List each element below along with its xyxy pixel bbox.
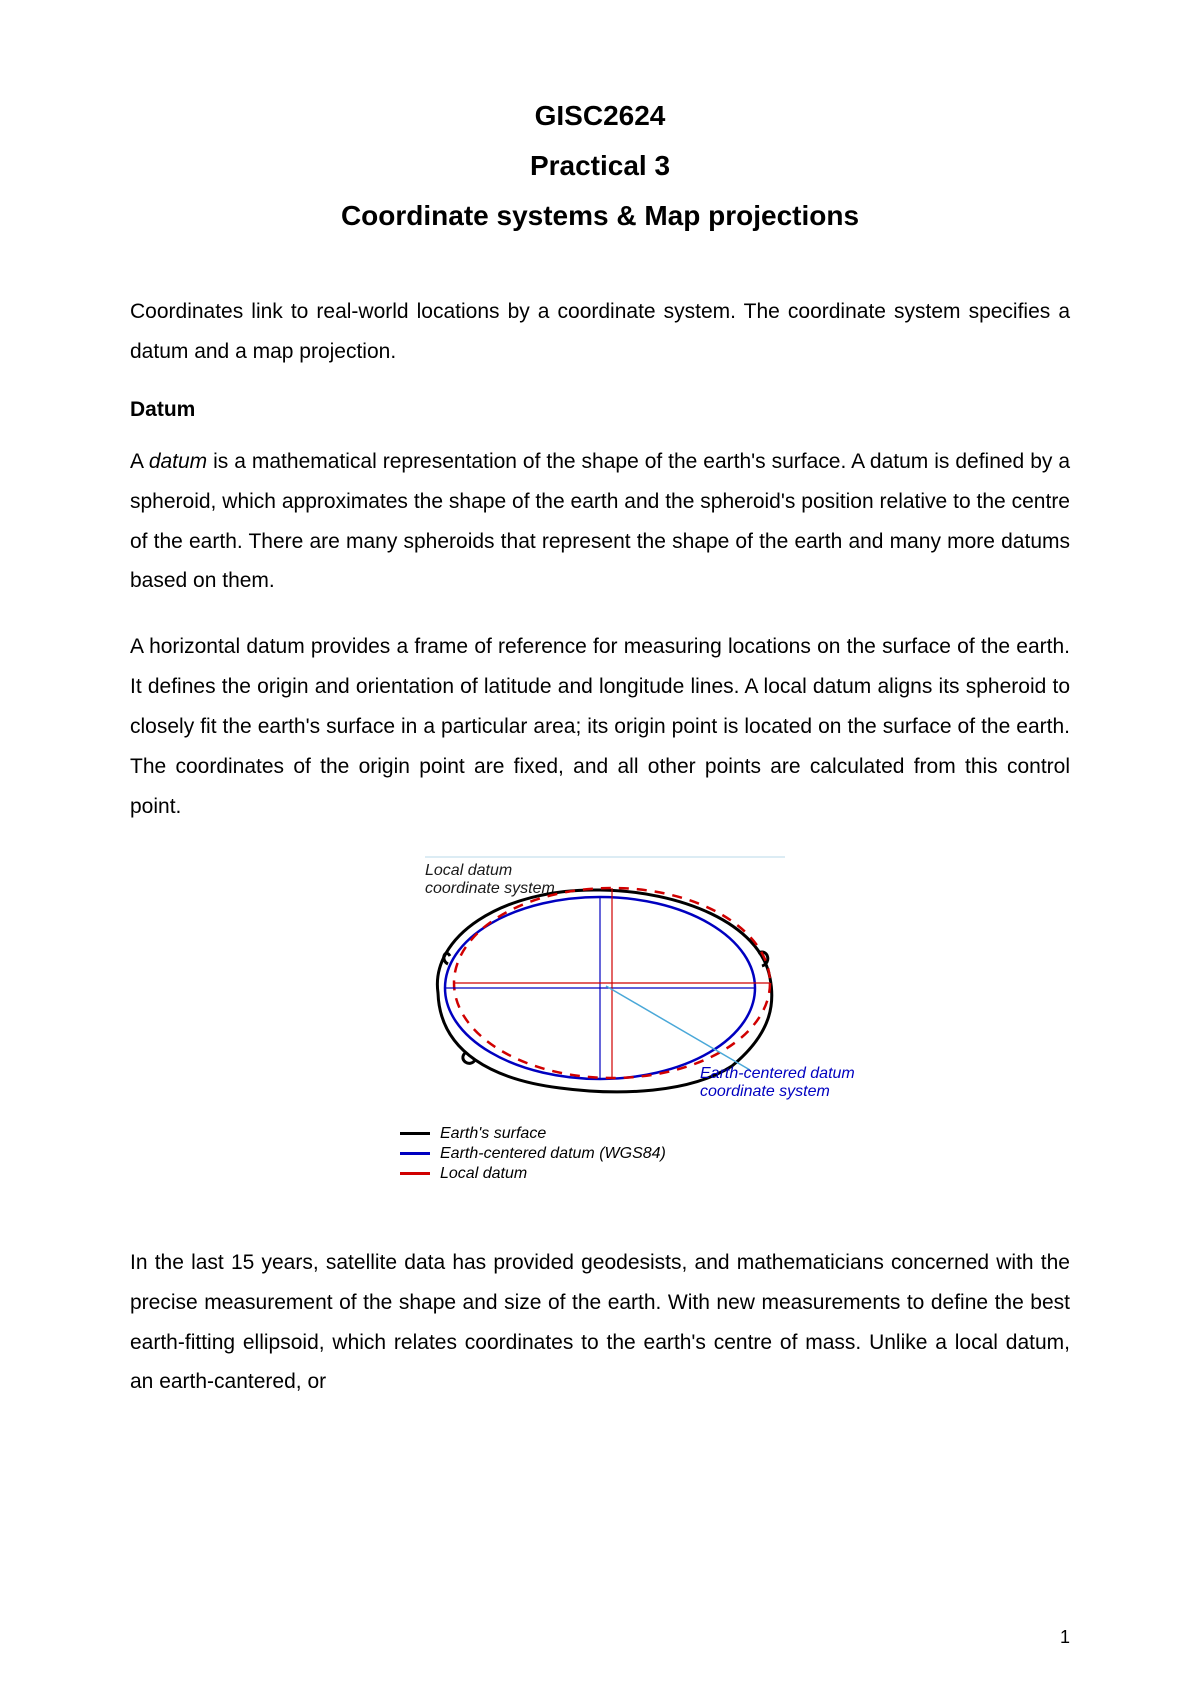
practical-number: Practical 3: [130, 150, 1070, 182]
earth-centered-label-l2: coordinate system: [700, 1083, 830, 1100]
legend-row-local: Local datum: [400, 1165, 880, 1183]
p1-lead: A: [130, 450, 149, 473]
pointer-line: [606, 986, 750, 1070]
legend-swatch-earth-centered: [400, 1152, 430, 1155]
legend-row-surface: Earth's surface: [400, 1125, 880, 1143]
legend-label-surface: Earth's surface: [440, 1125, 546, 1143]
legend-label-earth-centered: Earth-centered datum (WGS84): [440, 1145, 666, 1163]
earth-surface-shape: [437, 890, 771, 1092]
legend-row-earth-centered: Earth-centered datum (WGS84): [400, 1145, 880, 1163]
course-code: GISC2624: [130, 100, 1070, 132]
section-heading-datum: Datum: [130, 398, 1070, 422]
earth-centered-label-l1: Earth-centered datum: [700, 1065, 855, 1082]
legend-label-local: Local datum: [440, 1165, 527, 1183]
p1-italic: datum: [149, 450, 207, 473]
datum-diagram-svg: Local datum coordinate system: [320, 853, 880, 1118]
p1-rest: is a mathematical representation of the …: [130, 450, 1070, 593]
closing-paragraph: In the last 15 years, satellite data has…: [130, 1243, 1070, 1403]
page-number: 1: [1060, 1627, 1070, 1648]
document-header: GISC2624 Practical 3 Coordinate systems …: [130, 100, 1070, 232]
intro-paragraph: Coordinates link to real-world locations…: [130, 292, 1070, 372]
legend-swatch-surface: [400, 1132, 430, 1135]
local-datum-label-l1: Local datum: [425, 862, 512, 879]
local-datum-label-l2: coordinate system: [425, 880, 555, 897]
datum-paragraph-2: A horizontal datum provides a frame of r…: [130, 627, 1070, 826]
legend-swatch-local: [400, 1172, 430, 1175]
figure-legend: Earth's surface Earth-centered datum (WG…: [320, 1125, 880, 1183]
document-title: Coordinate systems & Map projections: [130, 200, 1070, 232]
datum-figure: Local datum coordinate system: [130, 853, 1070, 1183]
datum-paragraph-1: A datum is a mathematical representation…: [130, 442, 1070, 602]
